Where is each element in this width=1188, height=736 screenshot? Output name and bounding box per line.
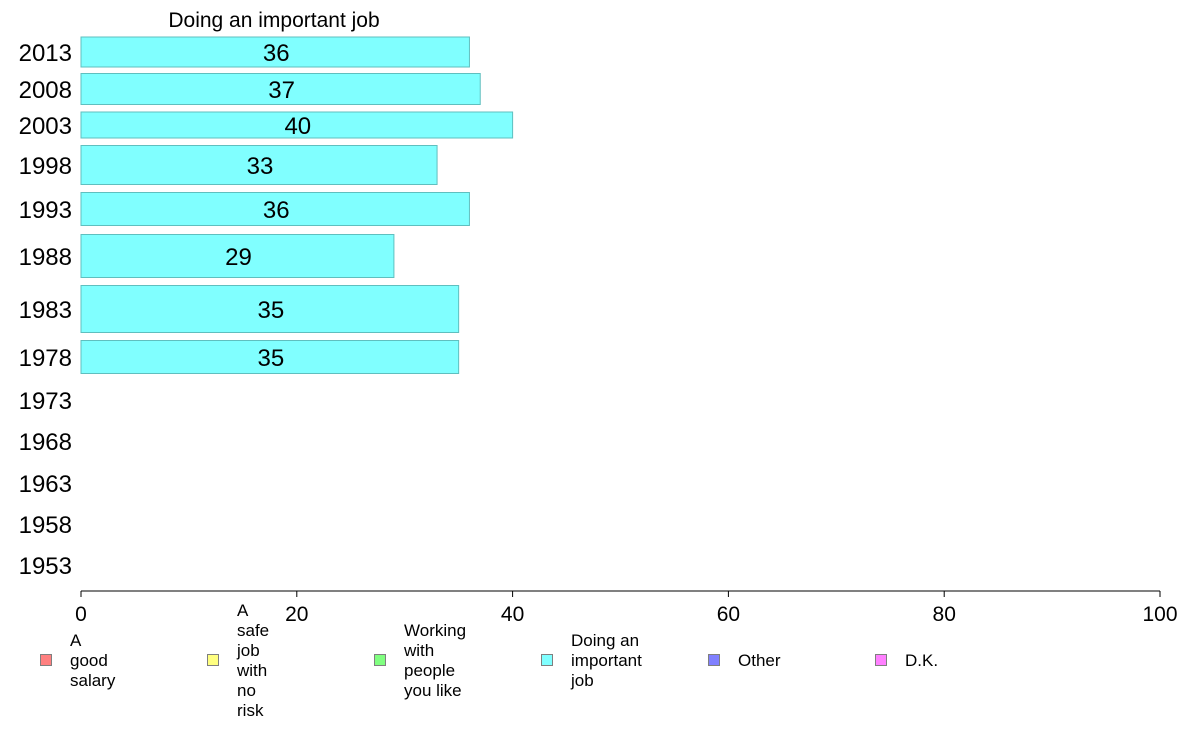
- y-tick-label: 1983: [19, 297, 72, 324]
- bar-value-label: 36: [263, 40, 290, 67]
- y-tick-label: 1958: [19, 512, 72, 539]
- y-tick-label: 1973: [19, 388, 72, 415]
- legend-swatch: [40, 654, 52, 666]
- y-axis-labels: 2013 2008 2003 1998 1993 1988 1983 1978 1973 1968…: [19, 40, 72, 580]
- bar: [80, 234, 395, 278]
- bar-value-label: 35: [257, 345, 284, 372]
- y-tick-label: 1988: [19, 244, 72, 271]
- bar: [80, 340, 460, 374]
- x-tick-label: 80: [933, 603, 956, 626]
- bar: [80, 111, 514, 139]
- chart-title: Doing an important job: [168, 9, 379, 32]
- bar: [80, 73, 481, 105]
- legend-label: Working with people you like: [404, 621, 467, 700]
- y-tick-label: 2008: [19, 77, 72, 104]
- bar-value-label: 40: [284, 113, 311, 140]
- bar: [80, 145, 438, 185]
- y-tick-label: 1963: [19, 471, 72, 498]
- legend-swatch: [207, 654, 219, 666]
- bar: [80, 36, 470, 68]
- x-tick-label: 20: [285, 603, 308, 626]
- legend-label: A good salary: [70, 631, 116, 690]
- y-tick-label: 1993: [19, 197, 72, 224]
- x-tick-label: 60: [717, 603, 740, 626]
- x-tick-label: 40: [501, 603, 524, 626]
- legend-label: D.K.: [905, 651, 939, 670]
- y-tick-label: 1978: [19, 345, 72, 372]
- y-tick-label: 2003: [19, 113, 72, 140]
- legend-swatch: [708, 654, 720, 666]
- bar-value-label: 29: [225, 244, 252, 271]
- bar: [80, 285, 460, 333]
- bar-value-label: 35: [257, 297, 284, 324]
- x-tick-label: 100: [1142, 603, 1177, 626]
- legend-label: A safe job with no risk: [237, 601, 270, 720]
- bar: [80, 192, 470, 226]
- bar-value-label: 37: [268, 77, 295, 104]
- legend-swatch: [541, 654, 553, 666]
- legend-swatch: [875, 654, 887, 666]
- bar-value-label: 33: [247, 153, 274, 180]
- y-tick-label: 1998: [19, 153, 72, 180]
- legend: A good salary A safe job with no risk Work…: [0, 601, 1188, 720]
- legend-label: Doing an important job: [571, 631, 642, 690]
- legend-swatch: [374, 654, 386, 666]
- x-tick-label: 0: [75, 603, 87, 626]
- x-axis: 0 20 40 60 80 100: [75, 590, 1178, 626]
- y-tick-label: 2013: [19, 40, 72, 67]
- y-tick-label: 1953: [19, 553, 72, 580]
- bar-value-label: 36: [263, 197, 290, 224]
- y-tick-label: 1968: [19, 429, 72, 456]
- legend-label: Other: [738, 651, 781, 670]
